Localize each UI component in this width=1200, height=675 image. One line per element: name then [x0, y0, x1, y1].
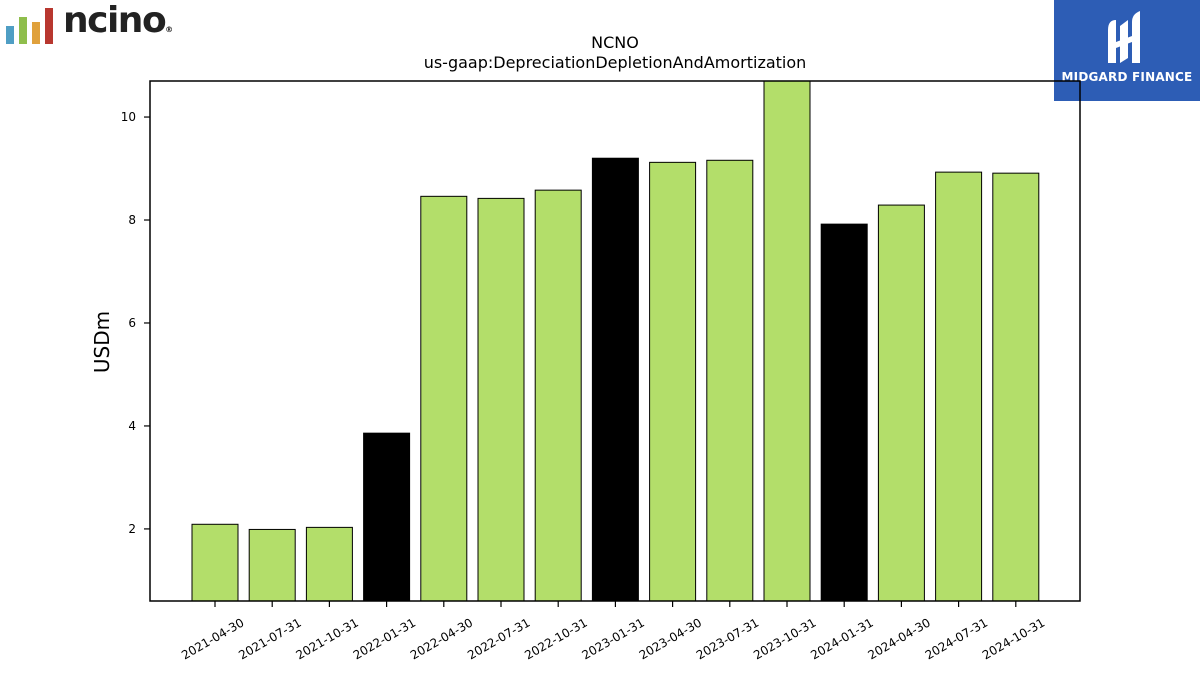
x-tick-label: 2024-01-31	[808, 615, 875, 662]
midgard-monogram-icon	[1108, 11, 1140, 63]
x-tick-label: 2023-07-31	[694, 615, 761, 662]
bar	[763, 80, 811, 602]
ncino-bars-icon	[6, 6, 56, 44]
bar	[820, 223, 868, 602]
bar	[877, 204, 925, 602]
bar	[420, 195, 468, 602]
bar	[591, 157, 639, 602]
x-tick-label: 2024-04-30	[865, 615, 932, 662]
x-tick-label: 2021-04-30	[179, 615, 246, 662]
bar	[992, 172, 1040, 602]
x-tick-label: 2022-04-30	[408, 615, 475, 662]
x-tick-label: 2022-07-31	[465, 615, 532, 662]
y-tick-label: 6	[128, 316, 136, 330]
bar	[649, 161, 697, 602]
midgard-finance-name: MIDGARD FINANCE	[1061, 70, 1193, 84]
bar	[363, 432, 411, 602]
y-tick-label: 4	[128, 419, 136, 433]
bar	[248, 528, 296, 602]
bars-layer	[191, 80, 1040, 602]
bar	[477, 197, 525, 602]
midgard-finance-logo: MIDGARD FINANCE	[1054, 0, 1200, 101]
x-tick-label: 2024-10-31	[980, 615, 1047, 662]
y-tick-label: 10	[121, 110, 136, 124]
bar	[534, 189, 582, 602]
bar	[706, 159, 754, 602]
chart-subtitle: us-gaap:DepreciationDepletionAndAmortiza…	[424, 53, 807, 72]
ncino-wordmark: ncino®	[63, 0, 174, 41]
chart-title: NCNO	[591, 33, 639, 52]
x-tick-label: 2022-10-31	[522, 615, 589, 662]
bar	[305, 526, 353, 602]
x-tick-label: 2021-07-31	[236, 615, 303, 662]
x-tick-label: 2024-07-31	[923, 615, 990, 662]
y-tick-label: 8	[128, 213, 136, 227]
bar	[935, 171, 983, 602]
ncino-logo: ncino®	[6, 0, 173, 48]
x-tick-label: 2023-01-31	[579, 615, 646, 662]
y-axis-label: USDm	[90, 311, 114, 373]
x-tick-label: 2021-10-31	[293, 615, 360, 662]
bar	[191, 523, 239, 602]
x-tick-label: 2023-10-31	[751, 615, 818, 662]
x-tick-label: 2022-01-31	[351, 615, 418, 662]
y-tick-label: 2	[128, 522, 136, 536]
x-tick-label: 2023-04-30	[637, 615, 704, 662]
